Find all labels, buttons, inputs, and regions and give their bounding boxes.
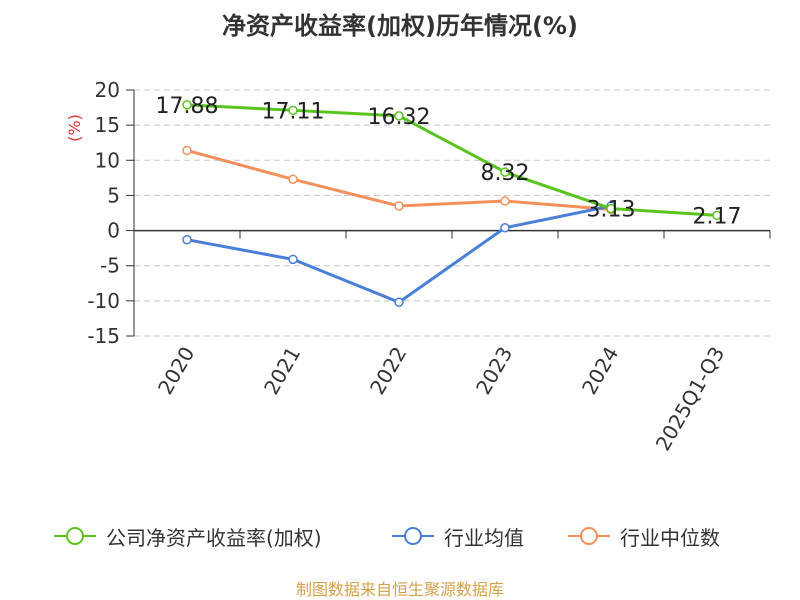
legend-label-company: 公司净资产收益率(加权) <box>106 525 322 550</box>
y-tick-label: 15 <box>95 113 120 137</box>
data-point-2 <box>288 174 298 185</box>
data-point-0 <box>394 111 404 121</box>
x-tick-label: 2022 <box>365 343 411 399</box>
x-tick-label: 2025Q1-Q3 <box>651 343 730 455</box>
legend-label-industry-median: 行业中位数 <box>620 525 720 550</box>
y-tick-label: -5 <box>100 254 120 278</box>
source-note: 制图数据来自恒生聚源数据库 <box>295 580 504 599</box>
x-tick-label: 2023 <box>471 343 517 399</box>
data-label: 17.11 <box>262 99 325 124</box>
data-label: 3.13 <box>587 198 636 223</box>
data-point-0 <box>182 100 192 110</box>
y-tick-label: 20 <box>95 78 120 102</box>
y-tick-label: 10 <box>95 148 120 172</box>
legend-marker-company <box>54 527 96 545</box>
data-point-2 <box>500 196 510 206</box>
series-line-1 <box>186 204 612 304</box>
legend-marker-industry-mean <box>392 527 434 545</box>
data-point-1 <box>500 223 510 233</box>
data-point-1 <box>394 297 404 308</box>
series-line-2 <box>186 148 612 211</box>
legend-marker-industry-median <box>568 527 610 545</box>
data-point-1 <box>182 234 192 245</box>
data-point-0 <box>500 167 510 177</box>
legend-label-industry-mean: 行业均值 <box>444 525 524 550</box>
data-label: 16.32 <box>368 105 431 130</box>
y-tick-label: 0 <box>107 219 120 243</box>
data-label: 2.17 <box>693 204 742 229</box>
data-point-0 <box>606 203 616 214</box>
legend-item-industry-median[interactable]: 行业中位数 <box>566 518 720 554</box>
legend: 公司净资产收益率(加权) 行业均值 行业中位数 <box>0 518 800 554</box>
x-tick-label: 2021 <box>259 343 305 399</box>
y-axis-label: (%) <box>65 114 84 142</box>
data-label: 8.32 <box>481 161 530 186</box>
data-label: 17.88 <box>156 94 219 119</box>
x-tick-label: 2020 <box>153 343 199 399</box>
data-point-0 <box>712 210 722 221</box>
y-tick-label: -10 <box>87 289 120 313</box>
y-tick-label: 5 <box>107 183 120 207</box>
chart-title: 净资产收益率(加权)历年情况(%) <box>222 12 578 40</box>
data-point-1 <box>288 254 298 265</box>
data-point-2 <box>394 201 404 211</box>
series-line-0 <box>186 103 718 217</box>
data-point-0 <box>288 105 298 116</box>
legend-item-industry-mean[interactable]: 行业均值 <box>390 518 524 554</box>
legend-item-company[interactable]: 公司净资产收益率(加权) <box>52 518 322 554</box>
data-point-2 <box>182 145 192 156</box>
y-tick-label: -15 <box>87 324 120 348</box>
x-tick-label: 2024 <box>577 343 623 399</box>
